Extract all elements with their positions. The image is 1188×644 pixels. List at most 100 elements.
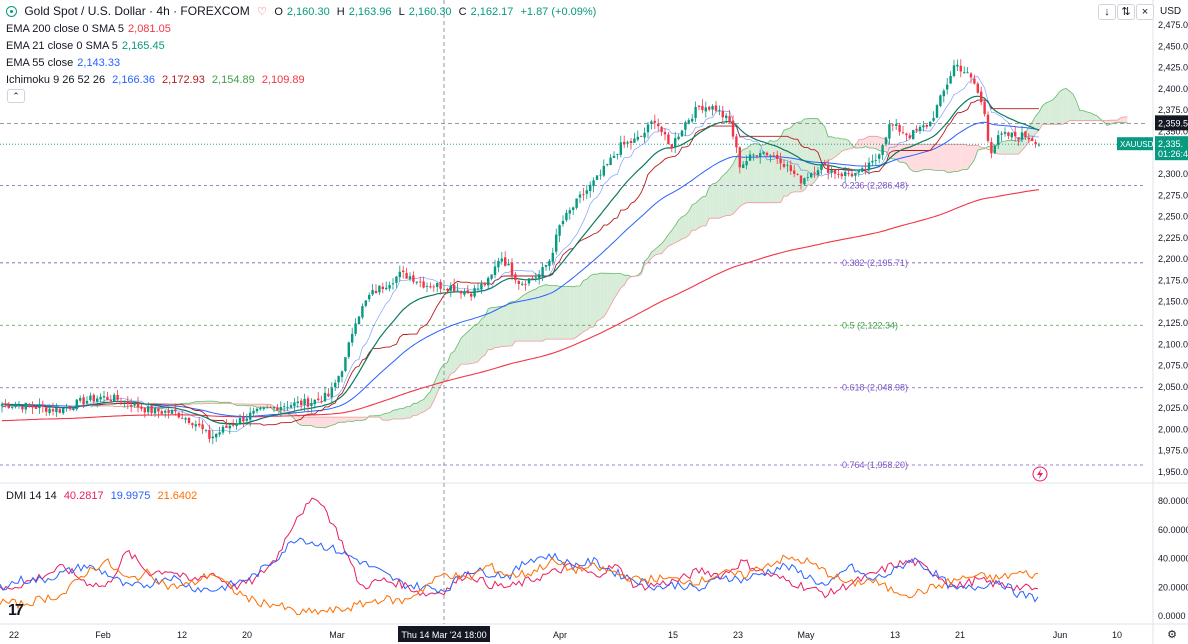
candle-body <box>725 115 728 119</box>
candle-body <box>929 121 932 127</box>
candle-body <box>874 160 877 161</box>
cloud-segment-bull <box>481 316 485 358</box>
cloud-segment-bull <box>699 196 703 228</box>
candle-body <box>119 400 123 403</box>
cloud-segment-bull <box>580 280 584 335</box>
dmi-pane[interactable] <box>0 497 1039 616</box>
candle-body <box>626 142 629 144</box>
price-tick-label: 2,175.00 <box>1158 275 1188 285</box>
cloud-segment-bull <box>464 331 468 365</box>
candle-body <box>483 283 486 286</box>
candle-body <box>313 399 316 405</box>
cloud-segment-bear <box>858 139 863 148</box>
cloud-segment-bull <box>1069 91 1073 121</box>
candle-body <box>888 124 891 139</box>
candle-body <box>238 417 242 424</box>
candle-body <box>708 106 711 110</box>
cloud-segment-bull <box>195 401 200 404</box>
candle-body <box>922 125 925 128</box>
cloud-segment-bear <box>916 144 920 172</box>
close-pane-icon[interactable]: × <box>1136 4 1154 20</box>
cloud-segment-bull <box>1005 140 1009 155</box>
currency-label[interactable]: USD <box>1160 6 1182 17</box>
candle-body <box>844 172 847 176</box>
price-tick-label: 2,425.00 <box>1158 63 1188 73</box>
candle-body <box>1007 132 1010 137</box>
candle-body <box>568 210 571 214</box>
cloud-segment-bull <box>1090 112 1094 121</box>
cloud-segment-bull <box>702 196 706 227</box>
cloud-segment-bull <box>719 175 723 219</box>
candle-body <box>160 411 163 414</box>
candle-body <box>606 164 609 165</box>
cloud-segment-bull <box>1093 114 1097 121</box>
cloud-segment-bear <box>331 417 336 426</box>
cloud-segment-bull <box>750 143 754 203</box>
tradingview-logo-icon: 17 <box>8 602 24 619</box>
candle-body <box>701 105 704 111</box>
price-pane[interactable]: 0.236 (2,286.48) 0.382 (2,195.71) 0.5 (2,1… <box>0 59 1145 482</box>
candle-body <box>323 392 327 402</box>
cloud-segment-bull <box>529 290 533 342</box>
cloud-segment-bull <box>729 164 733 216</box>
candle-body <box>364 300 367 306</box>
cloud-segment-bear <box>260 404 264 408</box>
cloud-segment-bull <box>607 273 611 312</box>
candle-body <box>126 401 129 404</box>
candle-body <box>432 286 435 288</box>
move-down-icon[interactable]: ↓ <box>1098 4 1116 20</box>
cloud-segment-bull <box>828 136 832 161</box>
cloud-segment-bull <box>461 334 465 365</box>
dmi-tick-label: 40.0000 <box>1158 554 1188 564</box>
cloud-segment-bull <box>535 286 540 342</box>
candle-body <box>476 288 480 290</box>
candle-body <box>242 417 245 422</box>
time-tick-label: May <box>797 630 815 640</box>
cloud-segment-bear <box>954 144 958 172</box>
dmi-legend[interactable]: DMI 14 14 40.2817 19.9975 21.6402 <box>6 490 198 502</box>
ema21-legend[interactable]: EMA 21 close 0 SMA 5 2,165.45 <box>6 40 165 52</box>
candle-body <box>963 72 966 73</box>
cloud-segment-bull <box>522 293 526 342</box>
price-tick-label: 2,400.00 <box>1158 84 1188 94</box>
cloud-segment-bear <box>270 404 274 411</box>
ema55-legend[interactable]: EMA 55 close 2,143.33 <box>6 57 121 69</box>
ichimoku-legend[interactable]: Ichimoku 9 26 52 26 2,166.36 2,172.93 2,… <box>6 74 305 86</box>
candle-body <box>857 170 860 173</box>
candle-body <box>619 142 622 155</box>
candle-body <box>952 65 956 76</box>
price-tick-label: 2,475.00 <box>1158 20 1188 30</box>
candle-body <box>174 409 177 412</box>
candle-body <box>276 407 279 411</box>
cloud-segment-bear <box>875 136 880 151</box>
candle-body <box>466 290 469 294</box>
candle-body <box>935 105 939 118</box>
settings-gear-icon[interactable]: ⚙ <box>1167 629 1177 641</box>
lightning-icon[interactable] <box>1032 466 1048 482</box>
ema200-line <box>1 189 1040 422</box>
candle-body <box>391 283 395 285</box>
candle-body <box>208 429 211 439</box>
ema200-legend[interactable]: EMA 200 close 0 SMA 5 2,081.05 <box>6 23 171 35</box>
candle-body <box>908 135 911 139</box>
candle-body <box>79 398 82 401</box>
symbol-title: Gold Spot / U.S. Dollar · 4h · FOREXCOM <box>24 4 250 18</box>
cloud-segment-bull <box>386 412 390 421</box>
candle-body <box>840 173 843 177</box>
candle-body <box>303 398 306 405</box>
cloud-segment-bear <box>950 144 954 173</box>
cloud-segment-bull <box>454 345 458 373</box>
cloud-segment-bull <box>756 143 761 203</box>
candle-body <box>806 177 809 178</box>
maximize-pane-icon[interactable]: ⇅ <box>1117 4 1135 20</box>
price-tick-label: 2,150.00 <box>1158 297 1188 307</box>
candle-body <box>113 394 116 402</box>
bookmark-icon[interactable]: ♡ <box>257 6 267 18</box>
candle-body <box>531 278 534 279</box>
candle-body <box>493 266 497 276</box>
time-tick-label: 23 <box>733 630 743 640</box>
price-tick-label: 1,950.00 <box>1158 467 1188 477</box>
collapse-legend-button[interactable]: ⌃ <box>7 89 25 103</box>
